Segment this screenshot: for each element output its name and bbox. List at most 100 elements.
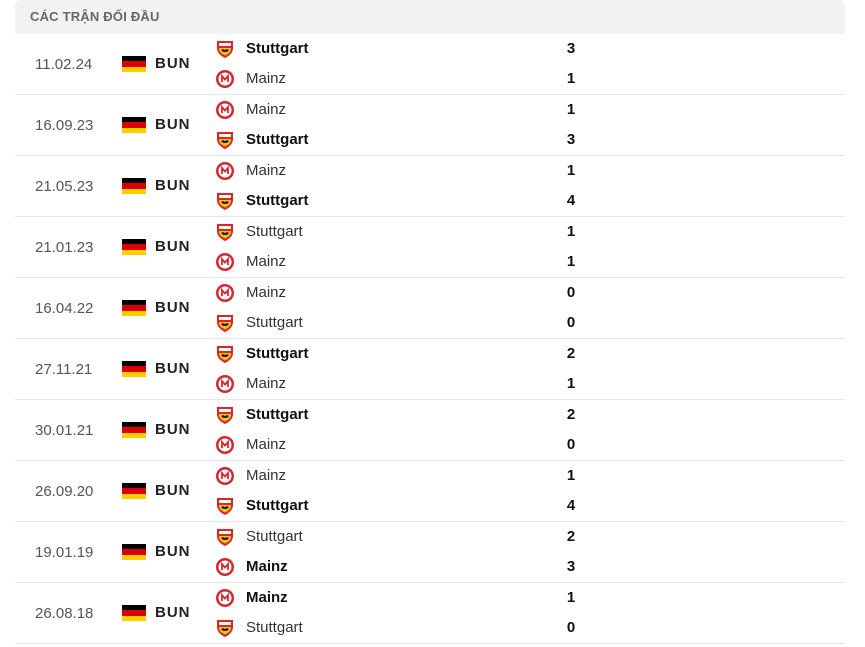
team-score: 3 [566,558,576,575]
germany-flag-icon [122,361,146,377]
team-name: Stuttgart [246,528,303,545]
home-team: Stuttgart 2 [215,339,635,369]
away-team: Stuttgart 0 [215,308,635,338]
team-name: Mainz [246,284,287,301]
team-score: 1 [566,101,576,118]
mainz-logo-icon [215,435,235,455]
league-code: BUN [155,299,191,316]
mainz-logo-icon [215,283,235,303]
league-code: BUN [155,543,191,560]
match-row[interactable]: 26.08.18 BUN Mainz 1 Stuttgart 0 [15,583,845,644]
stuttgart-logo-icon [215,344,235,364]
team-name: Mainz [246,589,288,606]
match-date: 26.09.20 [35,483,94,500]
team-name: Mainz [246,70,287,87]
home-team: Stuttgart 1 [215,217,635,247]
team-score: 1 [566,162,576,179]
league-code: BUN [155,360,191,377]
match-date: 30.01.21 [35,422,94,439]
match-row[interactable]: 11.02.24 BUN Stuttgart 3 Mainz 1 [15,34,845,95]
team-score: 0 [566,619,576,636]
away-team: Mainz 1 [215,247,635,277]
germany-flag-icon [122,56,146,72]
match-date: 26.08.18 [35,605,94,622]
team-score: 1 [566,375,576,392]
match-row[interactable]: 21.01.23 BUN Stuttgart 1 Mainz 1 [15,217,845,278]
mainz-logo-icon [215,466,235,486]
home-team: Mainz 1 [215,461,635,491]
stuttgart-logo-icon [215,405,235,425]
team-name: Stuttgart [246,345,309,362]
mainz-logo-icon [215,374,235,394]
match-list: 11.02.24 BUN Stuttgart 3 Mainz 1 16.09.2… [15,34,845,644]
match-row[interactable]: 26.09.20 BUN Mainz 1 Stuttgart 4 [15,461,845,522]
home-team: Mainz 1 [215,583,635,613]
team-score: 1 [566,70,576,87]
match-row[interactable]: 21.05.23 BUN Mainz 1 Stuttgart 4 [15,156,845,217]
team-score: 3 [566,131,576,148]
match-row[interactable]: 16.04.22 BUN Mainz 0 Stuttgart 0 [15,278,845,339]
team-score: 2 [566,406,576,423]
away-team: Stuttgart 0 [215,613,635,643]
match-row[interactable]: 30.01.21 BUN Stuttgart 2 Mainz 0 [15,400,845,461]
match-date: 19.01.19 [35,544,94,561]
league-code: BUN [155,482,191,499]
stuttgart-logo-icon [215,313,235,333]
team-score: 4 [566,192,576,209]
home-team: Stuttgart 3 [215,34,635,64]
team-score: 4 [566,497,576,514]
away-team: Mainz 1 [215,369,635,399]
germany-flag-icon [122,117,146,133]
stuttgart-logo-icon [215,39,235,59]
team-name: Mainz [246,436,287,453]
mainz-logo-icon [215,588,235,608]
team-name: Stuttgart [246,497,309,514]
team-name: Stuttgart [246,192,309,209]
team-name: Stuttgart [246,314,303,331]
stuttgart-logo-icon [215,130,235,150]
league-code: BUN [155,177,191,194]
team-name: Mainz [246,101,287,118]
match-date: 27.11.21 [35,361,93,378]
team-score: 2 [566,528,576,545]
team-name: Stuttgart [246,406,309,423]
match-row[interactable]: 19.01.19 BUN Stuttgart 2 Mainz 3 [15,522,845,583]
team-name: Mainz [246,162,287,179]
match-date: 11.02.24 [35,56,93,73]
team-name: Stuttgart [246,131,309,148]
away-team: Mainz 3 [215,552,635,582]
mainz-logo-icon [215,161,235,181]
section-header: CÁC TRẬN ĐỐI ĐẦU [15,0,845,34]
germany-flag-icon [122,544,146,560]
match-date: 16.09.23 [35,117,94,134]
mainz-logo-icon [215,69,235,89]
home-team: Mainz 1 [215,156,635,186]
home-team: Stuttgart 2 [215,522,635,552]
team-score: 1 [566,467,576,484]
stuttgart-logo-icon [215,496,235,516]
team-name: Mainz [246,558,288,575]
germany-flag-icon [122,422,146,438]
league-code: BUN [155,604,191,621]
match-date: 21.01.23 [35,239,94,256]
team-name: Mainz [246,375,287,392]
home-team: Mainz 1 [215,95,635,125]
team-name: Stuttgart [246,40,309,57]
league-code: BUN [155,116,191,133]
match-date: 21.05.23 [35,178,94,195]
stuttgart-logo-icon [215,191,235,211]
match-row[interactable]: 16.09.23 BUN Mainz 1 Stuttgart 3 [15,95,845,156]
germany-flag-icon [122,178,146,194]
section-title: CÁC TRẬN ĐỐI ĐẦU [30,9,160,24]
team-name: Stuttgart [246,619,303,636]
mainz-logo-icon [215,557,235,577]
team-score: 1 [566,253,576,270]
team-score: 0 [566,436,576,453]
team-score: 3 [566,40,576,57]
home-team: Stuttgart 2 [215,400,635,430]
team-score: 1 [566,223,576,240]
stuttgart-logo-icon [215,527,235,547]
match-row[interactable]: 27.11.21 BUN Stuttgart 2 Mainz 1 [15,339,845,400]
mainz-logo-icon [215,100,235,120]
